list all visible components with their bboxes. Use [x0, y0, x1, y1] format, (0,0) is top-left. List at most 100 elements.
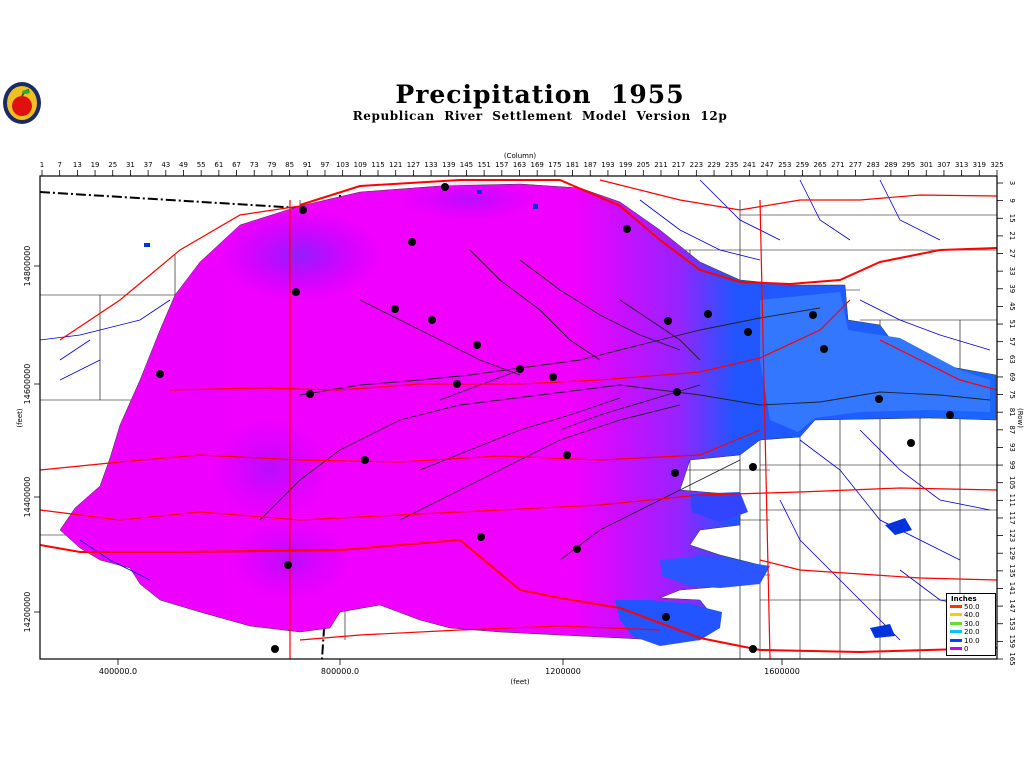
column-tick-label: 325: [990, 161, 1003, 169]
legend-item: 20.0: [950, 628, 994, 636]
map-title: Precipitation 1955: [395, 80, 685, 109]
column-tick-label: 217: [672, 161, 685, 169]
column-tick-label: 67: [232, 161, 241, 169]
legend-item: 0: [950, 645, 994, 653]
row-tick-label: 123: [1008, 529, 1016, 542]
row-tick-label: 27: [1008, 249, 1016, 258]
column-tick-label: 175: [548, 161, 561, 169]
column-tick-label: 127: [407, 161, 420, 169]
highways: [40, 179, 997, 659]
precipitation-stations: [156, 183, 954, 653]
column-tick-label: 121: [389, 161, 402, 169]
column-tick-label: 97: [321, 161, 330, 169]
y-tick-label: 14600000: [23, 364, 32, 405]
column-tick-label: 139: [442, 161, 455, 169]
row-axis-label: (Row): [1016, 408, 1024, 428]
column-tick-label: 163: [513, 161, 526, 169]
legend-swatch: [950, 647, 962, 650]
column-tick-label: 103: [336, 161, 349, 169]
column-tick-label: 307: [937, 161, 950, 169]
column-tick-label: 133: [424, 161, 437, 169]
row-tick-label: 105: [1008, 476, 1016, 489]
row-tick-label: 21: [1008, 231, 1016, 240]
column-tick-label: 277: [849, 161, 862, 169]
map-subtitle: Republican River Settlement Model Versio…: [352, 109, 728, 123]
row-tick-label: 15: [1008, 214, 1016, 223]
legend: Inches 50.0 40.0 30.0 20.0 10.0 0: [946, 593, 996, 656]
legend-swatch: [950, 605, 962, 608]
column-tick-label: 13: [73, 161, 82, 169]
column-tick-label: 181: [566, 161, 579, 169]
column-tick-label: 259: [796, 161, 809, 169]
x-axis-label: (feet): [510, 678, 530, 686]
legend-swatch: [950, 638, 962, 642]
row-tick-label: 135: [1008, 564, 1016, 577]
legend-item: 10.0: [950, 637, 994, 645]
y-tick-label: 14200000: [23, 592, 32, 633]
column-tick-label: 61: [214, 161, 223, 169]
row-tick-label: 81: [1008, 408, 1016, 417]
column-tick-label: 91: [303, 161, 312, 169]
column-tick-label: 151: [477, 161, 490, 169]
column-tick-label: 85: [285, 161, 294, 169]
column-tick-label: 295: [902, 161, 915, 169]
y-tick-label: 14800000: [23, 246, 32, 287]
x-tick-label: 1200000: [545, 667, 581, 676]
column-tick-label: 145: [460, 161, 473, 169]
column-tick-label: 55: [197, 161, 206, 169]
column-tick-label: 199: [619, 161, 632, 169]
column-tick-label: 253: [778, 161, 791, 169]
column-tick-label: 235: [725, 161, 738, 169]
column-ticks: 1 7 13 19 25 31 37 43 49 55 61 67 73 79 85 91 97 103 109 11…: [40, 161, 1004, 176]
legend-label: 0: [964, 645, 969, 653]
lakes: [144, 190, 912, 638]
column-tick-label: 289: [884, 161, 897, 169]
column-tick-label: 301: [920, 161, 933, 169]
y-axis-label: (feet): [16, 408, 24, 428]
legend-label: 40.0: [964, 611, 980, 620]
row-tick-label: 51: [1008, 320, 1016, 329]
column-tick-label: 31: [126, 161, 135, 169]
column-tick-label: 19: [91, 161, 100, 169]
legend-swatch: [950, 621, 962, 625]
x-tick-label: 1600000: [764, 667, 800, 676]
row-tick-label: 141: [1008, 582, 1016, 595]
apple-seal-icon: [3, 82, 41, 124]
legend-label: 10.0: [964, 636, 980, 645]
row-tick-label: 147: [1008, 599, 1016, 612]
row-tick-label: 153: [1008, 617, 1016, 630]
column-tick-label: 283: [867, 161, 880, 169]
row-tick-label: 75: [1008, 390, 1016, 399]
row-tick-label: 63: [1008, 355, 1016, 364]
column-tick-label: 229: [707, 161, 720, 169]
column-tick-label: 223: [690, 161, 703, 169]
row-tick-label: 93: [1008, 443, 1016, 452]
legend-item: 40.0: [950, 611, 994, 619]
row-tick-label: 33: [1008, 267, 1016, 276]
column-tick-label: 25: [108, 161, 117, 169]
plot-frame: [39, 175, 998, 660]
column-tick-label: 211: [654, 161, 667, 169]
column-tick-label: 43: [161, 161, 170, 169]
column-tick-label: 193: [601, 161, 614, 169]
row-tick-label: 129: [1008, 547, 1016, 560]
column-tick-label: 319: [973, 161, 986, 169]
y-tick-label: 14400000: [23, 477, 32, 518]
x-tick-label: 400000.0: [99, 667, 137, 676]
column-tick-label: 187: [584, 161, 597, 169]
river-cell-outlines: [259, 249, 991, 561]
column-tick-label: 79: [267, 161, 276, 169]
row-tick-label: 69: [1008, 372, 1016, 381]
row-tick-label: 39: [1008, 284, 1016, 293]
row-tick-label: 159: [1008, 635, 1016, 648]
column-tick-label: 157: [495, 161, 508, 169]
column-tick-label: 1: [40, 161, 44, 169]
column-tick-label: 109: [354, 161, 367, 169]
column-tick-label: 115: [371, 161, 384, 169]
legend-label: 20.0: [964, 628, 980, 637]
column-tick-label: 241: [743, 161, 756, 169]
row-tick-label: 117: [1008, 511, 1016, 524]
column-tick-label: 37: [144, 161, 153, 169]
row-ticks: 3915212733394551576369758187939910511111…: [997, 181, 1016, 666]
